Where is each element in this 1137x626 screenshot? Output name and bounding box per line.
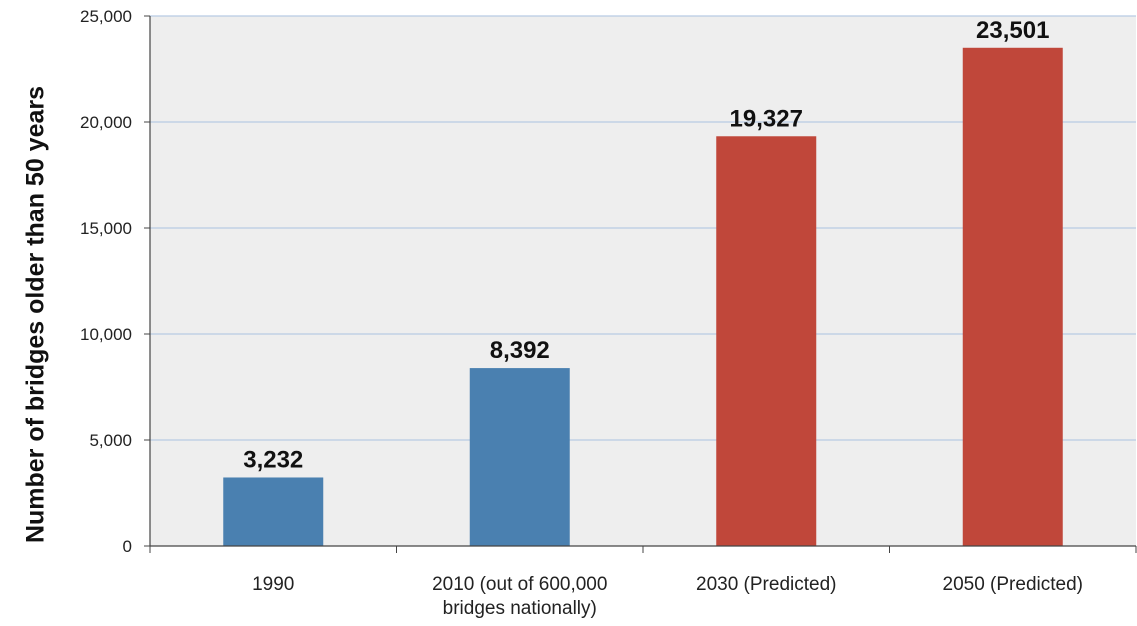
x-tick-label: 1990 xyxy=(252,574,294,595)
x-tick-label-line: 2030 (Predicted) xyxy=(696,574,836,595)
y-axis-ticks: 0 5,000 10,000 15,000 20,000 25,000 xyxy=(80,7,150,556)
bar xyxy=(716,136,817,547)
y-tick-label: 25,000 xyxy=(80,7,132,26)
bar xyxy=(223,477,324,546)
x-tick-label-line: 2050 (Predicted) xyxy=(943,574,1083,595)
x-tick-label: 2010 (out of 600,000 bridges nationally) xyxy=(432,574,607,619)
x-tick-label: 2050 (Predicted) xyxy=(943,574,1083,595)
bars: 3,232 8,392 19,327 23,501 xyxy=(223,17,1063,547)
y-tick-label: 20,000 xyxy=(80,113,132,132)
x-tick-label-line: bridges nationally) xyxy=(443,598,597,619)
bar xyxy=(469,368,570,546)
y-axis-label: Number of bridges older than 50 years xyxy=(21,85,50,544)
data-label: 8,392 xyxy=(490,337,550,364)
y-tick-label: 10,000 xyxy=(80,325,132,344)
data-label: 3,232 xyxy=(243,446,303,473)
x-tick-label-line: 2010 (out of 600,000 xyxy=(432,574,607,595)
x-tick-label-line: 1990 xyxy=(252,574,294,595)
y-tick-label: 5,000 xyxy=(89,431,132,450)
bar xyxy=(962,47,1063,546)
x-axis-ticks: 1990 2010 (out of 600,000 bridges national… xyxy=(149,546,1137,619)
y-tick-label: 15,000 xyxy=(80,219,132,238)
y-tick-label: 0 xyxy=(123,537,132,556)
x-tick-label: 2030 (Predicted) xyxy=(696,574,836,595)
data-label: 19,327 xyxy=(730,105,803,132)
data-label: 23,501 xyxy=(976,17,1049,44)
